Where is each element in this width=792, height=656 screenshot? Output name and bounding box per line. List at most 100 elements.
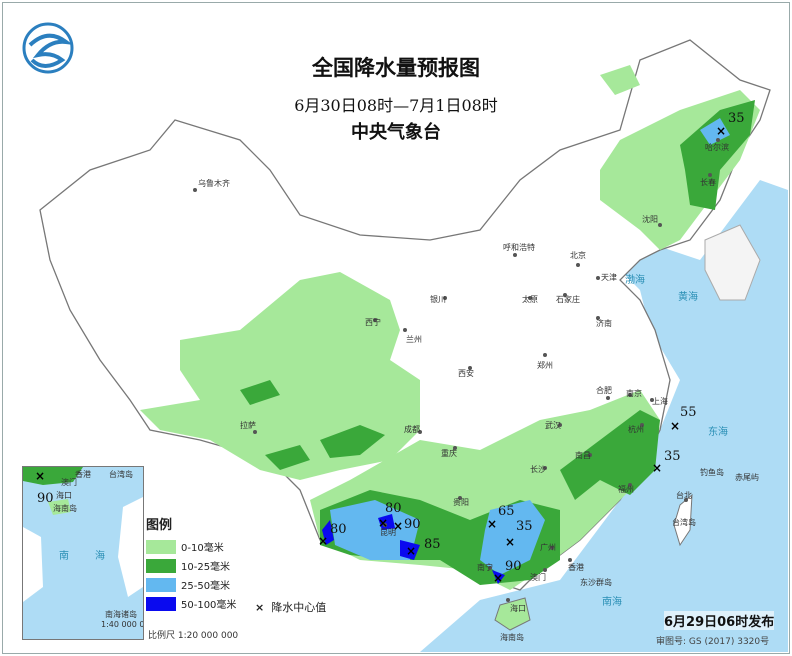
legend-item: 25-50毫米	[146, 575, 236, 594]
svg-text:南昌: 南昌	[575, 450, 591, 460]
hainan-island	[494, 597, 531, 631]
approval-number: 审图号: GS (2017) 3320号	[656, 637, 770, 647]
issue-time: 6月29日06时发布	[664, 611, 775, 630]
svg-text:沈阳: 沈阳	[642, 214, 658, 224]
svg-text:海口: 海口	[510, 603, 526, 613]
svg-text:澳门: 澳门	[61, 477, 77, 487]
svg-text:×: ×	[406, 544, 416, 558]
svg-text:东海: 东海	[708, 425, 728, 438]
sea-area	[420, 180, 788, 652]
svg-text:钓鱼岛: 钓鱼岛	[700, 467, 724, 477]
legend: 图例 0-10毫米 10-25毫米 25-50毫米 50-100毫米	[146, 514, 236, 613]
svg-text:×: ×	[505, 535, 515, 549]
svg-text:上海: 上海	[652, 396, 668, 406]
svg-text:85: 85	[424, 537, 441, 552]
svg-text:西宁: 西宁	[365, 317, 381, 327]
svg-text:35: 35	[728, 111, 745, 126]
svg-text:武汉: 武汉	[545, 420, 561, 430]
svg-text:×: ×	[378, 516, 388, 530]
svg-text:澳门: 澳门	[530, 572, 546, 582]
svg-text:长沙: 长沙	[530, 464, 546, 474]
svg-text:海口: 海口	[56, 490, 72, 500]
svg-text:东沙群岛: 东沙群岛	[580, 577, 612, 587]
legend-item: 0-10毫米	[146, 537, 236, 556]
svg-text:成都: 成都	[404, 424, 420, 434]
svg-text:×: ×	[652, 461, 662, 475]
svg-text:香港: 香港	[75, 469, 91, 479]
svg-text:台北: 台北	[676, 490, 692, 500]
cma-logo	[22, 22, 74, 74]
svg-text:×: ×	[670, 419, 680, 433]
svg-text:乌鲁木齐: 乌鲁木齐	[198, 178, 230, 188]
rain-25-50-areas	[330, 118, 730, 575]
svg-text:南宁: 南宁	[477, 562, 493, 572]
svg-text:80: 80	[385, 501, 402, 516]
svg-text:×: ×	[35, 469, 45, 483]
svg-text:×: ×	[487, 517, 497, 531]
svg-text:90: 90	[404, 517, 421, 532]
svg-text:福州: 福州	[618, 485, 634, 494]
svg-text:哈尔滨: 哈尔滨	[705, 142, 729, 152]
rain-50-100-areas	[322, 514, 505, 584]
svg-text:长春: 长春	[700, 177, 716, 187]
svg-text:海: 海	[95, 549, 105, 562]
rain-center-legend: × 降水中心值	[255, 601, 327, 614]
svg-text:太原: 太原	[522, 294, 538, 304]
svg-text:石家庄: 石家庄	[556, 294, 580, 304]
svg-text:香港: 香港	[568, 562, 584, 572]
forecast-period: 6月30日08时—7月1日08时	[294, 96, 498, 115]
scale-label: 比例尺 1:20 000 000	[148, 631, 239, 641]
svg-text:兰州: 兰州	[406, 334, 422, 344]
svg-text:重庆: 重庆	[441, 448, 457, 458]
svg-text:南海诸岛: 南海诸岛	[105, 609, 137, 619]
svg-text:35: 35	[664, 449, 681, 464]
south-china-sea-inset: × 90 南 海 南海诸岛 1:40 000 000 海口 海南岛 香港 台湾岛…	[22, 466, 144, 640]
legend-item: 10-25毫米	[146, 556, 236, 575]
svg-text:55: 55	[680, 405, 697, 420]
svg-text:90: 90	[505, 559, 522, 574]
svg-text:拉萨: 拉萨	[240, 420, 256, 430]
taiwan-island	[673, 493, 693, 547]
neighbor-land	[704, 224, 761, 301]
svg-text:台湾岛: 台湾岛	[672, 517, 696, 527]
map-title: 全国降水量预报图	[312, 56, 480, 80]
svg-text:北京: 北京	[570, 250, 586, 260]
sea-labels: 渤海 黄海 东海 南海 台湾岛 海南岛 东沙群岛 钓鱼岛 赤尾屿	[500, 273, 759, 642]
svg-text:天津: 天津	[601, 272, 617, 282]
svg-text:台湾岛: 台湾岛	[109, 469, 133, 479]
svg-text:郑州: 郑州	[537, 360, 553, 370]
legend-heading: 图例	[146, 518, 173, 533]
svg-text:银川: 银川	[430, 294, 446, 304]
svg-text:×: ×	[393, 519, 403, 533]
svg-text:西安: 西安	[458, 368, 474, 378]
svg-text:杭州: 杭州	[628, 424, 644, 434]
legend-item: 50-100毫米	[146, 594, 236, 613]
svg-text:南: 南	[59, 549, 69, 562]
issuer: 中央气象台	[351, 122, 441, 143]
svg-text:南海: 南海	[602, 595, 622, 608]
svg-text:南京: 南京	[626, 388, 642, 398]
svg-text:呼和浩特: 呼和浩特	[503, 242, 535, 252]
svg-text:黄海: 黄海	[678, 290, 698, 303]
svg-text:80: 80	[330, 522, 347, 537]
svg-text:渤海: 渤海	[625, 273, 645, 286]
svg-text:×: ×	[318, 534, 328, 548]
svg-text:贵阳: 贵阳	[453, 497, 469, 507]
svg-text:昆明: 昆明	[380, 528, 396, 537]
rain-center-markers: ×35 ×55 ×35 ×80 ×80 × 90 × 85 ×65 ×35 ×90	[318, 111, 745, 585]
svg-text:35: 35	[516, 519, 533, 534]
svg-text:赤尾屿: 赤尾屿	[735, 473, 759, 482]
svg-text:×: ×	[716, 124, 726, 138]
city-labels: 乌鲁木齐 哈尔滨 长春 沈阳 呼和浩特 北京 天津 石家庄 太原 济南 银川 兰…	[193, 138, 729, 613]
svg-text:90: 90	[37, 491, 54, 506]
svg-text:65: 65	[498, 504, 515, 519]
svg-text:×: ×	[493, 571, 503, 585]
svg-text:合肥: 合肥	[596, 385, 612, 395]
svg-text:广州: 广州	[540, 542, 556, 552]
svg-text:1:40 000 000: 1:40 000 000	[101, 620, 143, 629]
cross-icon: ×	[255, 601, 265, 614]
svg-text:海南岛: 海南岛	[500, 632, 524, 642]
svg-text:海南岛: 海南岛	[53, 503, 77, 513]
svg-text:济南: 济南	[596, 318, 612, 328]
